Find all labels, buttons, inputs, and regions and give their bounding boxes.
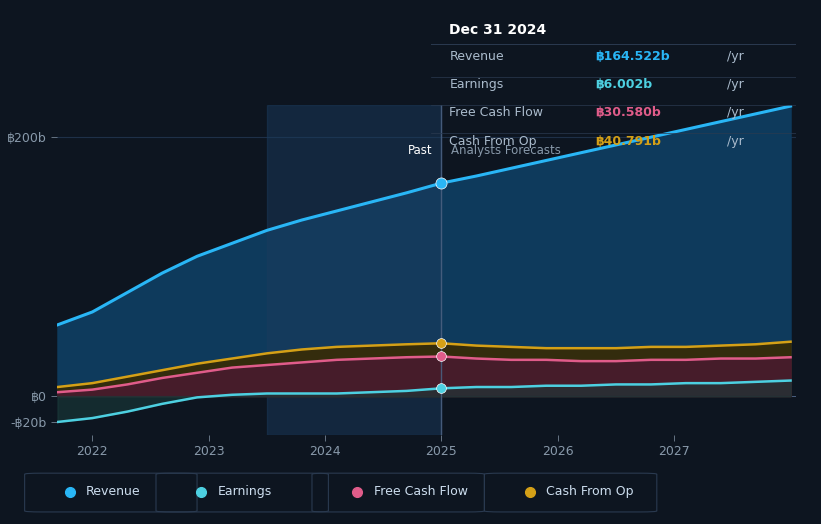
Text: Dec 31 2024: Dec 31 2024 <box>449 23 547 37</box>
Bar <box>267 105 442 435</box>
Text: Free Cash Flow: Free Cash Flow <box>374 485 467 498</box>
Text: Revenue: Revenue <box>449 50 504 63</box>
Text: Earnings: Earnings <box>449 78 503 91</box>
Text: Analysts Forecasts: Analysts Forecasts <box>451 144 561 157</box>
Text: Cash From Op: Cash From Op <box>546 485 634 498</box>
Text: ฿40.791b: ฿40.791b <box>595 135 661 148</box>
Text: Revenue: Revenue <box>86 485 141 498</box>
Text: /yr: /yr <box>723 106 744 119</box>
Text: /yr: /yr <box>723 78 744 91</box>
Text: /yr: /yr <box>723 135 744 148</box>
Text: Cash From Op: Cash From Op <box>449 135 537 148</box>
Text: Past: Past <box>407 144 432 157</box>
Text: ฿30.580b: ฿30.580b <box>595 106 661 119</box>
Text: ฿164.522b: ฿164.522b <box>595 50 670 63</box>
Text: ฿6.002b: ฿6.002b <box>595 78 653 91</box>
Text: /yr: /yr <box>723 50 744 63</box>
Text: Free Cash Flow: Free Cash Flow <box>449 106 544 119</box>
Text: Earnings: Earnings <box>218 485 272 498</box>
